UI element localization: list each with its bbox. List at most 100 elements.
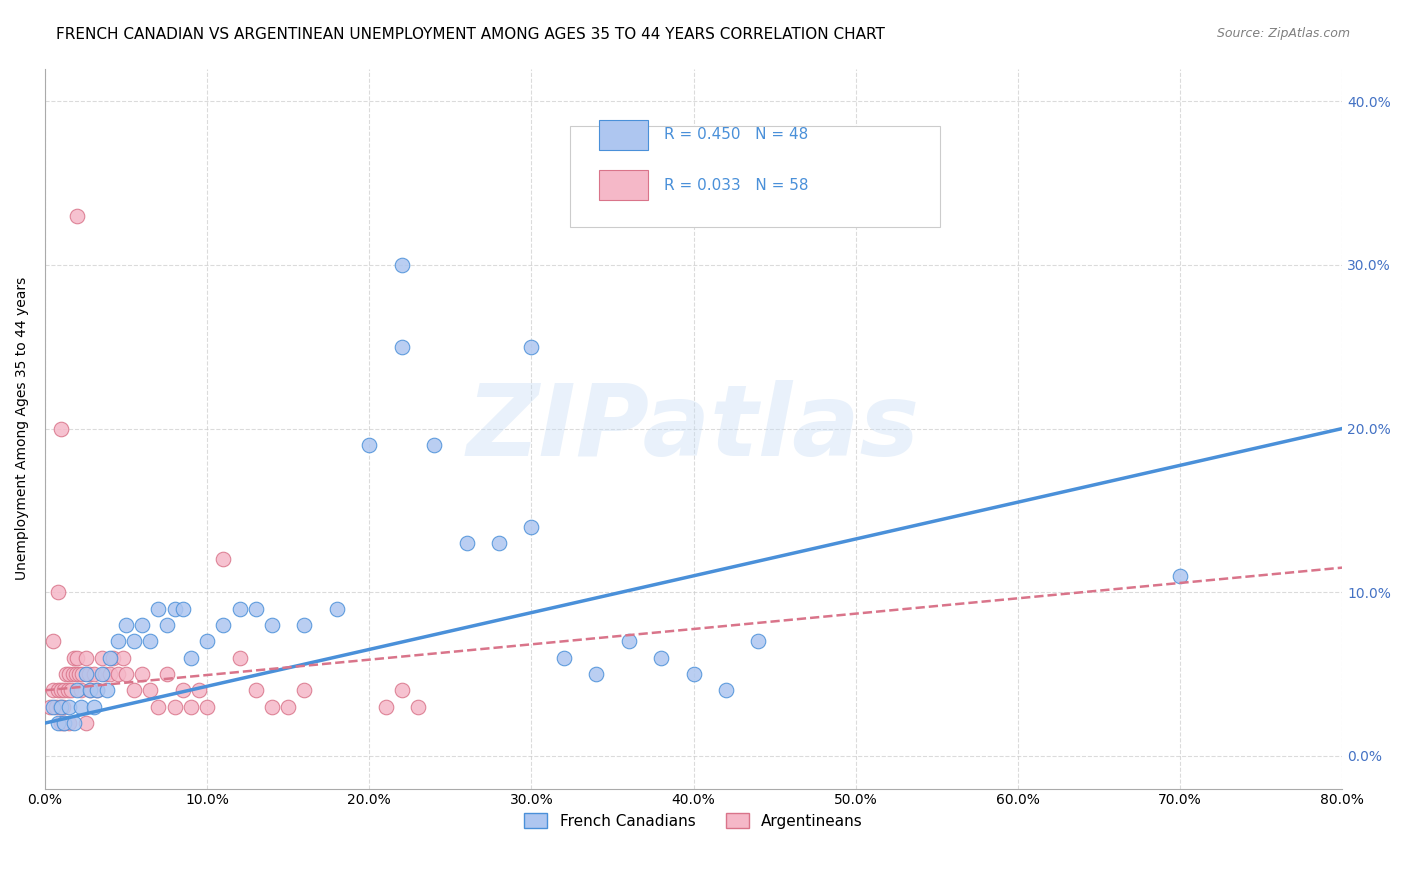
Point (42, 634, 65, 648)
Point (195, 699, 218, 714)
Point (155, 667, 177, 681)
Point (163, 601, 186, 615)
Point (48, 699, 70, 714)
Point (101, 650, 124, 665)
Point (90, 650, 112, 665)
Point (359, 438, 381, 452)
Point (45, 699, 67, 714)
Point (520, 340, 543, 354)
Point (180, 699, 202, 714)
Point (747, 634, 769, 648)
Point (148, 699, 170, 714)
Point (212, 618, 235, 632)
Point (122, 683, 145, 698)
Point (1168, 569, 1191, 583)
Point (131, 667, 153, 681)
Point (42, 683, 65, 698)
Point (423, 438, 446, 452)
FancyBboxPatch shape (599, 170, 648, 201)
Point (77, 667, 100, 681)
Point (212, 552, 235, 566)
Point (55, 667, 77, 681)
Point (98, 667, 121, 681)
Point (58, 699, 80, 714)
Point (94, 667, 117, 681)
Point (122, 634, 145, 648)
Point (115, 667, 138, 681)
Point (53, 716, 76, 731)
Point (115, 618, 138, 632)
Point (75, 650, 97, 665)
Point (617, 634, 640, 648)
Point (66, 683, 89, 698)
Point (520, 519, 543, 533)
Point (75, 667, 97, 681)
Point (72, 667, 94, 681)
Point (195, 634, 218, 648)
Point (148, 601, 170, 615)
Point (58, 716, 80, 731)
Point (98, 650, 121, 665)
Text: FRENCH CANADIAN VS ARGENTINEAN UNEMPLOYMENT AMONG AGES 35 TO 44 YEARS CORRELATIO: FRENCH CANADIAN VS ARGENTINEAN UNEMPLOYM… (56, 27, 886, 42)
Point (75, 716, 97, 731)
FancyBboxPatch shape (599, 120, 648, 150)
Point (294, 683, 316, 698)
Point (42, 699, 65, 714)
Point (260, 699, 283, 714)
Point (326, 601, 349, 615)
Point (456, 536, 478, 550)
Point (228, 650, 250, 665)
Point (86, 683, 108, 698)
Point (107, 667, 129, 681)
Legend: French Canadians, Argentineans: French Canadians, Argentineans (519, 806, 869, 835)
Point (51, 699, 73, 714)
Point (172, 683, 194, 698)
Point (294, 618, 316, 632)
Point (69, 683, 91, 698)
Point (46, 716, 69, 731)
Point (553, 650, 575, 665)
Point (714, 683, 737, 698)
Point (46, 683, 69, 698)
Point (58, 667, 80, 681)
Point (83, 699, 105, 714)
Point (131, 618, 153, 632)
Point (59, 683, 82, 698)
Point (51, 716, 73, 731)
Point (406, 699, 429, 714)
Point (260, 618, 283, 632)
Text: Source: ZipAtlas.com: Source: ZipAtlas.com (1216, 27, 1350, 40)
Point (69, 699, 91, 714)
Point (96, 683, 118, 698)
Point (51, 683, 73, 698)
Point (180, 650, 202, 665)
Point (488, 536, 510, 550)
Point (86, 683, 108, 698)
Point (67, 667, 90, 681)
Text: R = 0.450   N = 48: R = 0.450 N = 48 (664, 128, 808, 142)
Point (65, 667, 87, 681)
Point (53, 716, 76, 731)
Point (90, 667, 112, 681)
Point (155, 618, 177, 632)
Point (245, 601, 267, 615)
Point (391, 683, 413, 698)
Point (107, 634, 129, 648)
Point (374, 699, 396, 714)
Y-axis label: Unemployment Among Ages 35 to 44 years: Unemployment Among Ages 35 to 44 years (15, 277, 30, 580)
FancyBboxPatch shape (571, 126, 941, 227)
Point (63, 716, 86, 731)
Point (79, 683, 101, 698)
Point (111, 650, 134, 665)
Point (650, 650, 672, 665)
Point (391, 340, 413, 354)
Point (139, 683, 162, 698)
Point (163, 699, 186, 714)
Point (66, 209, 89, 223)
Point (188, 683, 211, 698)
Point (63, 650, 86, 665)
Point (172, 601, 194, 615)
Point (56, 683, 79, 698)
Point (245, 683, 267, 698)
Point (46, 585, 69, 599)
